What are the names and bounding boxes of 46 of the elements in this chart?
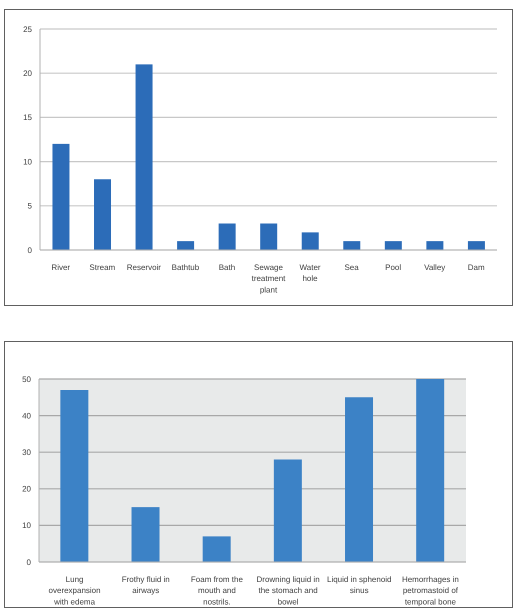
- y-tick-label: 40: [22, 411, 32, 420]
- y-tick-label: 10: [22, 521, 32, 530]
- x-tick-label: Hemorrhages in petromastoid of temporal bone: [402, 575, 459, 606]
- bar: [416, 379, 444, 562]
- bar: [177, 241, 194, 250]
- y-tick-label: 5: [28, 202, 33, 211]
- x-tick-label: River: [51, 263, 70, 272]
- y-tick-label: 10: [23, 157, 33, 166]
- y-tick-label: 0: [28, 246, 33, 255]
- x-tick-label: Foam from the mouth and nostrils.: [190, 575, 244, 606]
- bar: [136, 64, 153, 250]
- x-tick-label: Water hole: [300, 263, 321, 284]
- bar: [345, 397, 374, 562]
- y-tick-label: 20: [23, 69, 33, 78]
- bar: [302, 232, 319, 250]
- x-tick-label: Reservoir: [126, 263, 162, 272]
- x-tick-label: Sewage treatment plant: [252, 263, 286, 294]
- x-tick-label: Lung overexpansion with edema: [48, 575, 101, 606]
- y-tick-label: 15: [23, 113, 33, 122]
- x-tick-label: Bath: [218, 263, 236, 272]
- bar: [60, 390, 88, 562]
- y-tick-label: 25: [23, 24, 33, 34]
- x-tick-label: Liquid in sphenoid sinus: [327, 575, 392, 596]
- x-tick-label: Pool: [385, 263, 402, 272]
- x-tick-label: Frothy fluid in airways: [122, 575, 170, 596]
- x-tick-label: Stream: [89, 263, 116, 272]
- x-tick-label: Drowning liquid in the stomach and bowel: [256, 575, 320, 606]
- x-tick-label: Bathtub: [172, 263, 200, 272]
- x-tick-label: Sea: [344, 263, 360, 272]
- y-tick-label: 20: [22, 484, 32, 494]
- bar: [94, 179, 112, 250]
- y-tick-label: 30: [22, 448, 32, 458]
- y-tick-label: 50: [22, 374, 32, 384]
- x-tick-label: Valley: [424, 263, 446, 272]
- bar: [132, 507, 160, 562]
- bar: [384, 241, 402, 250]
- bar: [343, 241, 360, 250]
- bar: [468, 241, 485, 250]
- bar: [218, 223, 236, 250]
- bar: [52, 144, 70, 250]
- bar: [260, 223, 278, 250]
- bar: [426, 241, 444, 250]
- y-tick-label: 0: [26, 558, 32, 567]
- bar: [202, 536, 231, 562]
- bar: [274, 460, 302, 562]
- x-tick-label: Dam: [468, 263, 486, 272]
